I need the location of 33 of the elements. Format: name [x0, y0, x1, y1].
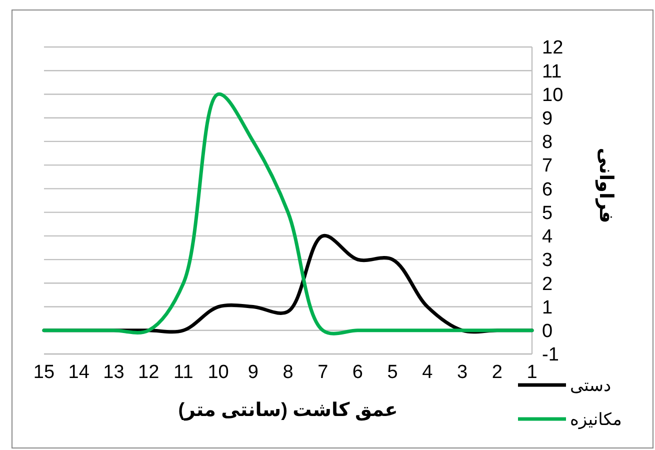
- y-tick-label: 1: [542, 297, 553, 318]
- y-axis-title: فراوانی: [595, 148, 616, 224]
- y-tick-label: 7: [542, 156, 553, 177]
- x-tick-label: 15: [33, 362, 55, 383]
- y-tick-label: 0: [542, 321, 553, 342]
- y-tick-label: -1: [542, 344, 559, 366]
- x-tick-label: 8: [282, 362, 294, 383]
- y-tick-label: 3: [542, 250, 553, 272]
- y-tick-label: 8: [542, 132, 553, 154]
- y-tick-label: 11: [542, 61, 562, 82]
- x-tick-label: 2: [492, 362, 502, 383]
- x-axis-title: عمق کاشت (سانتی متر): [178, 400, 398, 421]
- x-tick-label: 1: [526, 362, 538, 383]
- x-tick-label: 6: [352, 362, 364, 383]
- x-tick-label: 9: [248, 362, 258, 383]
- x-tick-label: 14: [68, 362, 90, 383]
- x-tick-label: 12: [138, 362, 160, 383]
- y-tick-label: 4: [542, 226, 553, 248]
- x-tick-label: 5: [387, 362, 398, 383]
- y-tick-label: 6: [542, 179, 553, 200]
- legend-label: مکانیزه: [570, 410, 622, 430]
- y-tick-label: 2: [542, 274, 553, 295]
- y-tick-label: 12: [542, 38, 564, 59]
- x-tick-label: 7: [318, 362, 328, 383]
- x-tick-label: 11: [174, 362, 194, 383]
- x-tick-label: 13: [103, 362, 124, 383]
- x-tick-label: 4: [422, 362, 434, 383]
- y-tick-label: 10: [542, 84, 564, 106]
- y-tick-label: 9: [542, 108, 553, 130]
- y-tick-label: 5: [542, 202, 553, 224]
- legend-label: دستی: [570, 376, 612, 395]
- x-tick-label: 3: [456, 362, 468, 383]
- x-tick-label: 10: [208, 362, 229, 383]
